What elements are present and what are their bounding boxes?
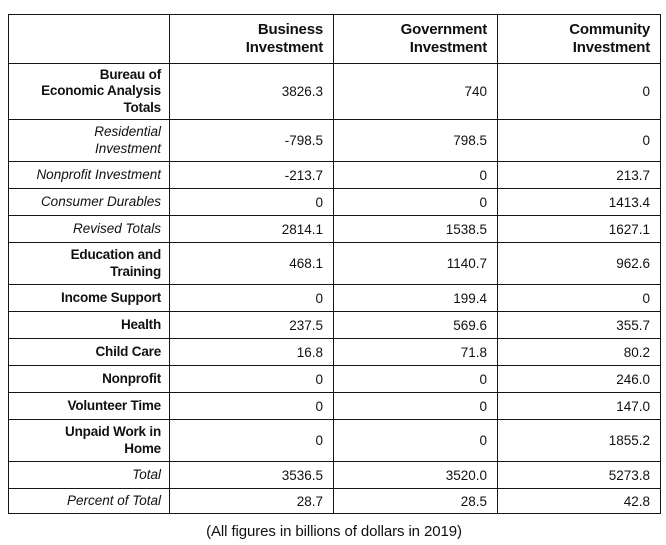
value-cell-business: 0 (169, 188, 334, 216)
value-cell-business: 0 (169, 284, 334, 312)
row-label-cell: Revised Totals (8, 215, 170, 243)
value-cell-government: 0 (333, 188, 498, 216)
table-row-residential-investment: Residential Investment -798.5 798.5 0 (8, 119, 661, 162)
header-empty-cell (8, 14, 170, 64)
value-cell-government: 3520.0 (333, 461, 498, 489)
row-label-cell: Total (8, 461, 170, 489)
value-cell-business: 0 (169, 419, 334, 462)
value-cell-business: 16.8 (169, 338, 334, 366)
value-cell-community: 42.8 (497, 488, 661, 514)
value-cell-government: 740 (333, 63, 498, 120)
value-cell-business: 237.5 (169, 311, 334, 339)
table-row-child-care: Child Care 16.8 71.8 80.2 (8, 338, 661, 366)
value-cell-community: 213.7 (497, 161, 661, 189)
row-label: Consumer Durables (40, 193, 161, 209)
value-cell-government: 0 (333, 392, 498, 420)
value-cell-community: 147.0 (497, 392, 661, 420)
row-label: Bureau of Economic Analysis Totals (41, 66, 161, 115)
value-cell-community: 0 (497, 119, 661, 162)
table-row-total: Total 3536.5 3520.0 5273.8 (8, 461, 661, 489)
row-label: Child Care (95, 343, 161, 359)
value-cell-government: 569.6 (333, 311, 498, 339)
value-cell-business: -213.7 (169, 161, 334, 189)
row-label-cell: Nonprofit (8, 365, 170, 393)
value-cell-business: 3536.5 (169, 461, 334, 489)
value-cell-business: -798.5 (169, 119, 334, 162)
row-label: Revised Totals (72, 220, 161, 236)
row-label: Education and Training (70, 247, 162, 279)
row-label-cell: Child Care (8, 338, 170, 366)
header-community-investment: Community Investment (497, 14, 661, 64)
value-cell-government: 798.5 (333, 119, 498, 162)
row-label-cell: Consumer Durables (8, 188, 170, 216)
row-label-cell: Nonprofit Investment (8, 161, 170, 189)
value-cell-community: 962.6 (497, 242, 661, 285)
row-label-cell: Residential Investment (8, 119, 170, 162)
value-cell-government: 1538.5 (333, 215, 498, 243)
value-cell-community: 1855.2 (497, 419, 661, 462)
row-label-cell: Income Support (8, 284, 170, 312)
row-label: Income Support (61, 289, 161, 305)
table-caption: (All figures in billions of dollars in 2… (206, 523, 462, 540)
value-cell-community: 355.7 (497, 311, 661, 339)
header-row: Business Investment Government Investmen… (8, 14, 661, 64)
table-row-income-support: Income Support 0 199.4 0 (8, 284, 661, 312)
value-cell-community: 1413.4 (497, 188, 661, 216)
value-cell-community: 246.0 (497, 365, 661, 393)
value-cell-community: 0 (497, 63, 661, 120)
table-row-consumer-durables: Consumer Durables 0 0 1413.4 (8, 188, 661, 216)
row-label: Nonprofit Investment (36, 166, 161, 182)
investment-table: Business Investment Government Investmen… (8, 14, 661, 514)
row-label-cell: Bureau of Economic Analysis Totals (8, 63, 170, 120)
header-government-investment: Government Investment (333, 14, 498, 64)
value-cell-government: 71.8 (333, 338, 498, 366)
row-label-cell: Health (8, 311, 170, 339)
table-row-revised-totals: Revised Totals 2814.1 1538.5 1627.1 (8, 215, 661, 243)
table-row-nonprofit: Nonprofit 0 0 246.0 (8, 365, 661, 393)
value-cell-government: 199.4 (333, 284, 498, 312)
row-label-cell: Volunteer Time (8, 392, 170, 420)
row-label: Residential Investment (94, 124, 161, 156)
row-label: Total (132, 466, 161, 482)
table-row-health: Health 237.5 569.6 355.7 (8, 311, 661, 339)
row-label: Volunteer Time (67, 397, 162, 413)
table-row-volunteer-time: Volunteer Time 0 0 147.0 (8, 392, 661, 420)
row-label: Unpaid Work in Home (65, 424, 161, 456)
table-row-percent-of-total: Percent of Total 28.7 28.5 42.8 (8, 488, 661, 514)
value-cell-business: 2814.1 (169, 215, 334, 243)
value-cell-community: 5273.8 (497, 461, 661, 489)
value-cell-community: 1627.1 (497, 215, 661, 243)
row-label: Percent of Total (66, 492, 161, 508)
table-row-unpaid-work-in-home: Unpaid Work in Home 0 0 1855.2 (8, 419, 661, 462)
value-cell-community: 0 (497, 284, 661, 312)
value-cell-business: 468.1 (169, 242, 334, 285)
row-label: Health (120, 316, 161, 332)
value-cell-business: 28.7 (169, 488, 334, 514)
row-label-cell: Education and Training (8, 242, 170, 285)
table-row-nonprofit-investment: Nonprofit Investment -213.7 0 213.7 (8, 161, 661, 189)
row-label: Nonprofit (102, 370, 161, 386)
row-label-cell: Unpaid Work in Home (8, 419, 170, 462)
row-label-cell: Percent of Total (8, 488, 170, 514)
value-cell-community: 80.2 (497, 338, 661, 366)
header-business-investment: Business Investment (169, 14, 334, 64)
value-cell-government: 28.5 (333, 488, 498, 514)
table-row-education-and-training: Education and Training 468.1 1140.7 962.… (8, 242, 661, 285)
value-cell-business: 0 (169, 392, 334, 420)
value-cell-business: 0 (169, 365, 334, 393)
value-cell-business: 3826.3 (169, 63, 334, 120)
value-cell-government: 1140.7 (333, 242, 498, 285)
value-cell-government: 0 (333, 419, 498, 462)
table-row-bea-totals: Bureau of Economic Analysis Totals 3826.… (8, 63, 661, 120)
value-cell-government: 0 (333, 161, 498, 189)
value-cell-government: 0 (333, 365, 498, 393)
